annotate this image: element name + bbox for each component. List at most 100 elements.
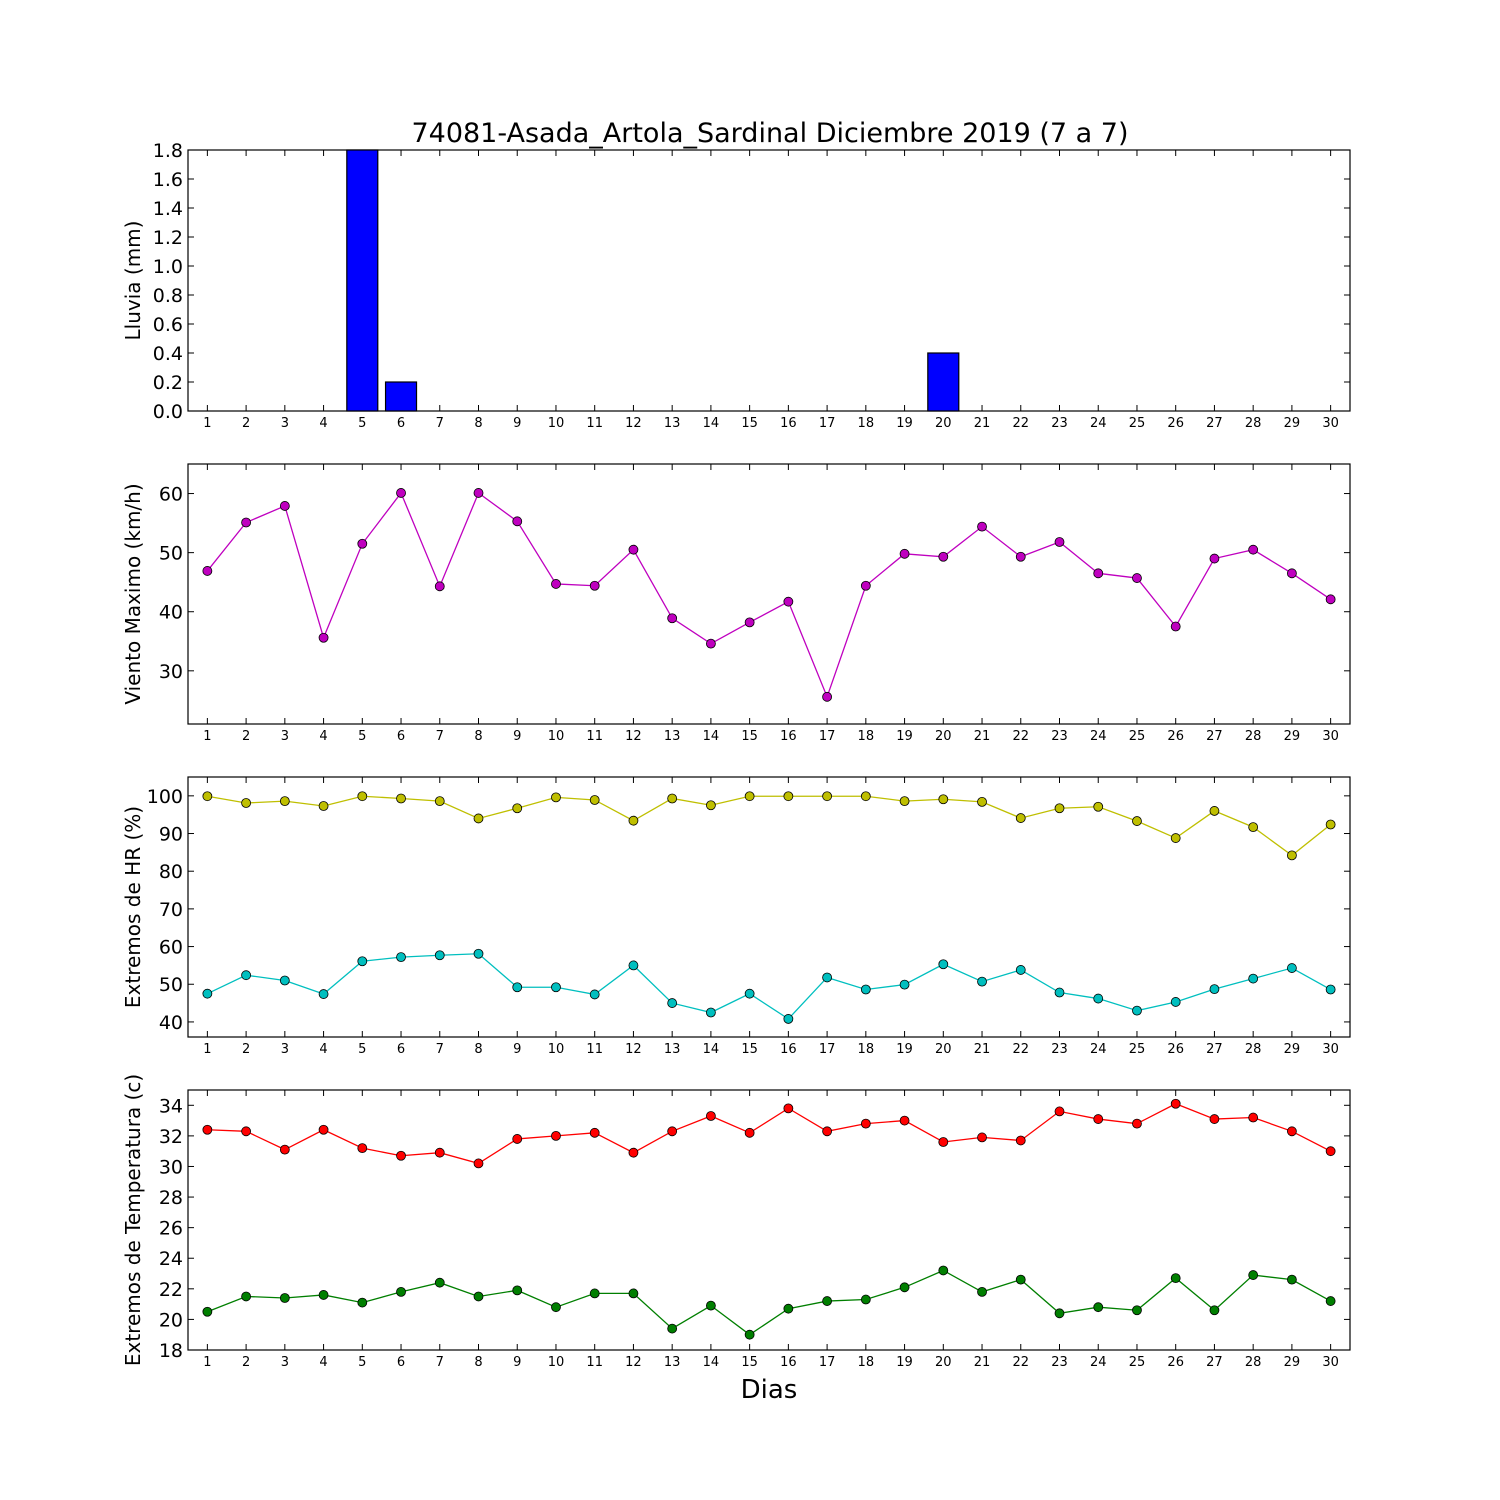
x-tick-label: 7 [436,729,444,744]
data-point [241,798,252,808]
y-tick-label: 40 [159,1012,183,1034]
x-tick-label: 26 [1167,729,1184,744]
data-point [706,638,716,649]
data-point [202,1124,213,1135]
data-point [318,1290,329,1300]
data-point [938,1265,949,1276]
data-point [706,800,716,811]
data-point [589,989,600,1000]
data-point [473,813,484,824]
data-point [628,1147,639,1158]
data-point [1015,1135,1026,1146]
x-tick-label: 3 [281,416,289,431]
data-point [744,617,755,628]
x-tick-label: 12 [625,1042,642,1057]
x-tick-label: 5 [358,1355,366,1370]
data-point [1132,1005,1142,1016]
data-point [1170,621,1181,632]
x-tick-label: 6 [397,1042,405,1057]
data-point [357,1143,368,1154]
x-tick-label: 13 [664,729,681,744]
y-tick-label: 20 [159,1309,183,1331]
y-tick-label: 80 [159,861,183,883]
y-tick-label: 60 [159,937,183,959]
data-point [783,1014,794,1024]
y-tick-label: 0.6 [153,314,183,336]
data-point [473,1291,484,1302]
plot-frame [187,1089,1351,1351]
data-point [822,1296,832,1306]
data-point [1015,965,1026,975]
data-point [977,521,987,532]
data-point [1287,1126,1297,1137]
data-point [551,1302,561,1313]
data-point [1054,803,1065,814]
x-tick-label: 22 [1012,1355,1029,1370]
data-point [860,1118,871,1129]
x-tick-label: 7 [436,416,444,431]
series-line-1 [207,795,1332,857]
x-tick-label: 25 [1129,1042,1146,1057]
x-tick-label: 21 [974,416,991,431]
data-point [434,950,445,961]
data-point [938,794,949,805]
data-point [1132,816,1142,826]
data-point [1054,1308,1065,1319]
data-point [706,1111,716,1121]
data-point [860,984,871,995]
x-tick-label: 2 [242,729,250,744]
data-point [1054,537,1065,547]
data-point [589,795,600,805]
x-tick-label: 9 [513,729,521,744]
x-tick-label: 28 [1245,1355,1262,1370]
x-tick-label: 27 [1206,416,1223,431]
y-tick-label: 22 [159,1279,183,1301]
data-point [628,815,639,826]
x-tick-label: 20 [935,1355,952,1370]
x-tick-label: 8 [474,416,482,431]
x-tick-label: 29 [1284,416,1301,431]
data-point [434,581,445,592]
data-point [241,1126,252,1137]
series-line-1 [207,1103,1331,1165]
x-tick-label: 24 [1090,416,1107,431]
x-tick-label: 15 [741,1042,758,1057]
data-point [783,596,794,607]
data-point [899,1115,910,1126]
data-point [1170,997,1181,1007]
data-point [667,1323,678,1334]
data-point [860,1294,871,1305]
data-point [977,1132,987,1143]
data-point [667,1126,678,1137]
x-tick-label: 4 [319,416,327,431]
data-point [241,517,252,528]
data-point [1132,1118,1142,1129]
x-tick-label: 10 [548,1355,565,1370]
data-point [706,1300,716,1311]
data-point [706,1007,716,1018]
x-tick-label: 30 [1322,416,1339,431]
data-point [512,803,523,814]
x-tick-label: 29 [1284,1355,1301,1370]
x-tick-label: 13 [664,416,681,431]
data-point [667,613,678,624]
data-point [1132,573,1142,583]
data-point [977,1286,987,1297]
data-point [783,791,794,802]
data-point [396,1150,406,1161]
y-tick-label: 100 [147,786,183,808]
x-tick-label: 18 [858,1355,875,1370]
x-axis-label: Dias [741,1375,798,1405]
x-tick-label: 14 [703,729,720,744]
x-tick-label: 18 [858,729,875,744]
data-point [744,791,755,802]
x-tick-label: 4 [319,1355,327,1370]
data-point [1248,1112,1259,1123]
y-tick-label: 32 [159,1126,183,1148]
y-tick-label: 50 [159,543,183,565]
y-tick-label: 1.0 [153,256,183,278]
data-point [1132,1305,1142,1316]
